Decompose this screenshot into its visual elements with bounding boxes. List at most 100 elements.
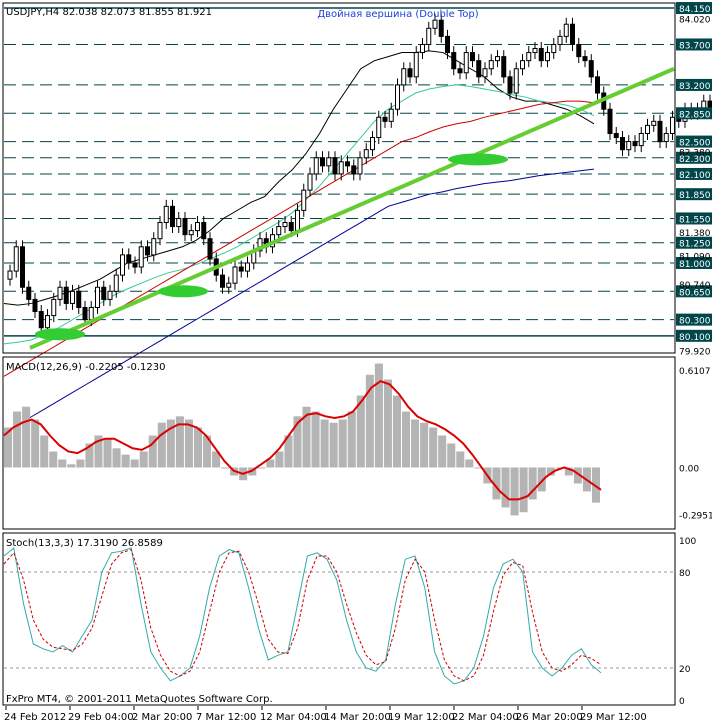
macd-histogram-bar (591, 467, 600, 503)
macd-histogram-bar (510, 467, 519, 516)
candle-body (207, 238, 213, 260)
macd-histogram-bar (121, 454, 130, 468)
macd-histogram-bar (67, 464, 76, 468)
candle-body (188, 230, 194, 236)
candle-body (20, 246, 25, 288)
macd-histogram-bar (338, 419, 347, 468)
price-tick-label: 83.700 (679, 41, 711, 51)
macd-histogram-bar (139, 451, 148, 468)
macd-histogram-bar (266, 459, 275, 468)
candle-body (195, 222, 200, 232)
candle-body (570, 23, 575, 45)
time-tick-label: 14 Mar 20:00 (324, 712, 391, 723)
level-price-box (676, 78, 712, 91)
candle-body (538, 48, 544, 62)
moving-average-line (3, 168, 595, 434)
price-tick-label: 82.100 (679, 171, 711, 181)
price-tick-label: 82.300 (679, 155, 711, 165)
candle-body (476, 60, 482, 78)
candle-body (451, 52, 457, 70)
level-price-box (676, 188, 712, 201)
candle-body (232, 266, 238, 284)
level-price-box (676, 107, 712, 120)
macd-histogram-bar (40, 435, 49, 468)
candle-body (351, 165, 357, 175)
macd-histogram-bar (76, 459, 85, 468)
candle-body (532, 48, 538, 54)
macd-histogram-bar (501, 467, 510, 508)
macd-histogram-bar (157, 422, 166, 468)
moving-average-line (3, 50, 595, 306)
candle-body (557, 35, 563, 45)
candle-body (182, 217, 188, 236)
candle-body (632, 141, 638, 147)
macd-histogram-bar (302, 406, 311, 468)
price-panel-frame (2, 2, 676, 354)
macd-histogram-bar (329, 422, 338, 468)
macd-histogram-bar (212, 451, 221, 468)
candle-body (345, 161, 350, 167)
candle-body (332, 157, 338, 175)
candle-body (545, 52, 550, 62)
stoch-panel: 100 80 20 0 (3, 537, 696, 707)
price-tick-label: 80.650 (679, 288, 711, 298)
pattern-annotation: Двойная вершина (Double Top) (317, 9, 478, 20)
candle-body (670, 116, 675, 134)
candle-body (176, 217, 182, 228)
candle-body (401, 68, 407, 86)
copyright-footer: FxPro MT4, © 2001-2011 MetaQuotes Softwa… (6, 694, 273, 705)
candle-body (438, 19, 444, 37)
time-tick-label: 29 Feb 04:00 (68, 712, 134, 723)
macd-histogram-bar (284, 435, 293, 468)
stoch-main-line (3, 547, 602, 685)
candle-body (526, 52, 532, 62)
candle-body (113, 274, 119, 292)
macd-histogram-bar (13, 411, 22, 468)
candle-body (157, 222, 163, 240)
candles (7, 13, 712, 335)
stoch-axis-label: 100 (679, 537, 696, 547)
time-tick-label: 22 Mar 04:00 (452, 712, 519, 723)
candle-body (257, 238, 263, 252)
candle-body (370, 137, 375, 151)
price-tick-label: 81.090 (679, 253, 711, 263)
candle-body (107, 290, 113, 300)
candle-body (32, 298, 38, 313)
candle-body (220, 274, 225, 288)
stoch-axis-label: 80 (679, 569, 691, 579)
level-price-box (676, 38, 712, 51)
level-price-box (676, 256, 712, 269)
price-tick-label: 81.550 (679, 215, 711, 225)
macd-histogram-bar (429, 427, 438, 468)
candle-body (88, 306, 94, 321)
candle-body (382, 116, 388, 122)
macd-histogram-bar (438, 435, 447, 468)
macd-histogram-bar (356, 395, 365, 468)
macd-histogram-bar (320, 419, 329, 468)
candle-body (626, 141, 632, 151)
macd-histogram-bar (103, 438, 112, 468)
candle-body (463, 52, 469, 74)
candle-body (457, 68, 463, 74)
candle-body (338, 161, 344, 175)
candle-body (126, 254, 132, 264)
candle-body (638, 132, 644, 147)
candle-body (70, 290, 75, 304)
macd-histogram-bar (402, 411, 411, 468)
macd-histogram-bar (311, 411, 320, 468)
candle-body (320, 157, 325, 167)
macd-histogram-bar (293, 416, 302, 468)
macd-histogram-bar (573, 467, 582, 484)
macd-histogram-bar (31, 419, 40, 468)
macd-histogram-bar (474, 467, 483, 469)
macd-histogram-bar (456, 451, 465, 468)
candle-body (201, 222, 207, 240)
candle-body (13, 246, 19, 272)
macd-histogram-bar (519, 467, 528, 513)
candle-body (38, 311, 44, 329)
candle-body (26, 286, 32, 300)
time-tick-label: 7 Mar 12:00 (196, 712, 256, 723)
candle-body (7, 270, 13, 280)
time-tick-label: 29 Mar 12:00 (580, 712, 647, 723)
